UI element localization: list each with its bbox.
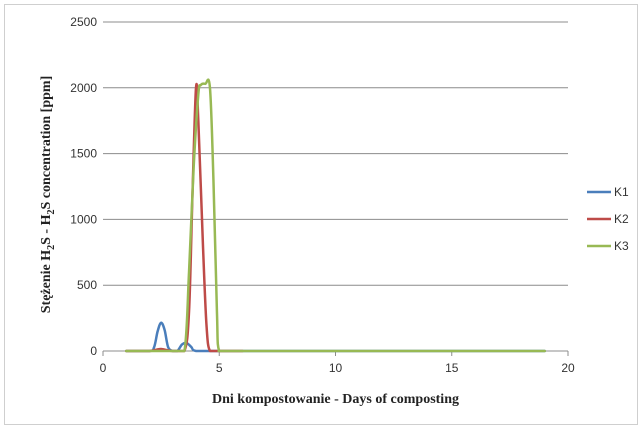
y-title-part-2: S - H <box>39 214 54 244</box>
legend-label: K2 <box>614 212 629 226</box>
legend-label: K3 <box>614 239 629 253</box>
y-tick-label: 500 <box>77 278 97 292</box>
series-lines <box>125 78 546 353</box>
y-tick-label: 1500 <box>70 147 97 161</box>
x-tick-label: 15 <box>445 361 459 375</box>
y-axis-title: Stężenie H2S - H2S concentration [ppm] <box>39 76 57 314</box>
y-title-sub-1: 2 <box>46 245 57 250</box>
y-tick-label: 2500 <box>70 15 97 29</box>
y-tick-label: 2000 <box>70 81 97 95</box>
x-tick-label: 20 <box>561 361 575 375</box>
y-tick-label: 0 <box>90 344 97 358</box>
series-line-k2 <box>125 82 244 353</box>
x-tick-label: 5 <box>216 361 223 375</box>
series-line-k3 <box>125 78 546 353</box>
chart-frame <box>4 4 638 425</box>
legend: K1 K2 K3 <box>587 185 629 253</box>
y-title-part-1: Stężenie H <box>39 250 54 313</box>
x-tick-label: 10 <box>329 361 343 375</box>
gridlines <box>103 21 568 286</box>
y-title-part-3: S concentration [ppm] <box>39 76 54 210</box>
x-tick-label: 0 <box>100 361 107 375</box>
x-axis-title: Dni kompostowanie - Days of composting <box>212 392 459 407</box>
x-ticks: 0 5 10 15 20 <box>100 351 575 375</box>
legend-label: K1 <box>614 185 629 199</box>
y-tick-label: 1000 <box>70 212 97 226</box>
y-ticks: 0 500 1000 1500 2000 2500 <box>70 15 97 358</box>
y-title-sub-2: 2 <box>46 210 57 215</box>
